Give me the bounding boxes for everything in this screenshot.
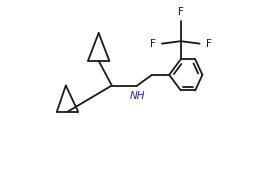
Text: F: F <box>206 39 212 49</box>
Text: F: F <box>150 39 156 49</box>
Text: NH: NH <box>129 91 145 101</box>
Text: F: F <box>178 8 184 17</box>
